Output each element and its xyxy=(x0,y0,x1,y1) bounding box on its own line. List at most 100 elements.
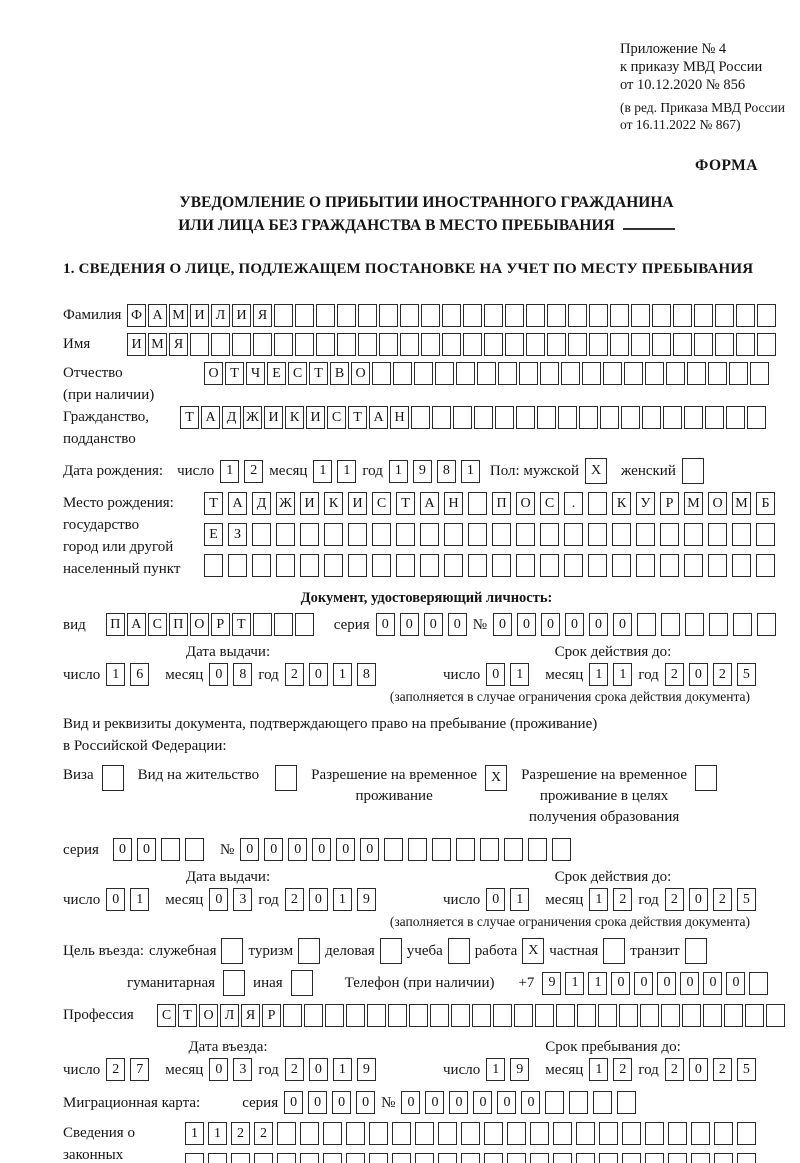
char-box[interactable]: 0 xyxy=(360,838,380,861)
char-box[interactable] xyxy=(600,406,619,429)
char-box[interactable]: Т xyxy=(225,362,244,385)
char-box[interactable]: А xyxy=(369,406,388,429)
char-box[interactable]: Ж xyxy=(276,492,295,515)
char-box[interactable]: О xyxy=(516,492,535,515)
char-box[interactable] xyxy=(323,1153,342,1163)
char-box[interactable]: Р xyxy=(210,613,230,636)
char-box[interactable] xyxy=(568,333,587,356)
char-box[interactable] xyxy=(484,1153,503,1163)
char-box[interactable]: 8 xyxy=(356,663,376,686)
char-box[interactable]: З xyxy=(228,523,247,546)
char-box[interactable] xyxy=(277,1122,296,1145)
char-box[interactable]: 1 xyxy=(388,459,408,483)
char-box[interactable] xyxy=(232,333,251,356)
char-box[interactable]: 0 xyxy=(240,838,260,861)
char-box[interactable]: М xyxy=(732,492,751,515)
char-box[interactable]: X xyxy=(522,938,545,964)
char-box[interactable]: 9 xyxy=(412,459,432,483)
char-box[interactable] xyxy=(477,362,496,385)
char-box[interactable] xyxy=(726,406,745,429)
char-box[interactable] xyxy=(553,1122,572,1145)
char-box[interactable] xyxy=(432,838,452,861)
char-box[interactable] xyxy=(624,362,643,385)
char-box[interactable]: 0 xyxy=(486,888,506,911)
char-box[interactable]: 0 xyxy=(312,838,332,861)
char-box[interactable] xyxy=(346,1122,365,1145)
char-box[interactable] xyxy=(691,1153,710,1163)
char-box[interactable]: О xyxy=(204,362,223,385)
char-box[interactable] xyxy=(421,333,440,356)
char-box[interactable]: А xyxy=(126,613,146,636)
char-box[interactable]: 1 xyxy=(613,663,633,686)
char-box[interactable]: 2 xyxy=(244,459,264,483)
char-box[interactable] xyxy=(673,304,692,327)
char-box[interactable] xyxy=(190,333,209,356)
char-box[interactable] xyxy=(456,362,475,385)
char-box[interactable] xyxy=(442,304,461,327)
char-box[interactable]: 0 xyxy=(565,613,584,636)
char-box[interactable] xyxy=(547,333,566,356)
char-box[interactable]: 0 xyxy=(486,663,506,686)
char-box[interactable] xyxy=(732,554,751,577)
char-box[interactable] xyxy=(231,1153,250,1163)
char-box[interactable] xyxy=(645,362,664,385)
char-box[interactable] xyxy=(714,1122,733,1145)
char-box[interactable] xyxy=(582,362,601,385)
char-box[interactable]: 2 xyxy=(664,888,684,911)
char-box[interactable]: С xyxy=(540,492,559,515)
char-box[interactable] xyxy=(564,523,583,546)
char-box[interactable] xyxy=(273,613,293,636)
char-box[interactable] xyxy=(750,362,769,385)
char-box[interactable]: И xyxy=(190,304,209,327)
char-box[interactable]: 0 xyxy=(136,838,156,861)
char-box[interactable] xyxy=(622,1153,641,1163)
char-box[interactable]: М xyxy=(169,304,188,327)
char-box[interactable] xyxy=(737,1153,756,1163)
char-box[interactable] xyxy=(660,554,679,577)
char-box[interactable]: 0 xyxy=(611,971,631,995)
char-box[interactable]: О xyxy=(199,1004,218,1027)
char-box[interactable] xyxy=(694,333,713,356)
char-box[interactable]: 9 xyxy=(356,888,376,911)
char-box[interactable] xyxy=(208,1153,227,1163)
char-box[interactable] xyxy=(295,333,314,356)
char-box[interactable]: А xyxy=(201,406,220,429)
char-box[interactable]: 5 xyxy=(736,888,756,911)
char-box[interactable]: 0 xyxy=(356,1091,376,1114)
char-box[interactable] xyxy=(495,406,514,429)
char-box[interactable] xyxy=(369,1122,388,1145)
char-box[interactable] xyxy=(430,1004,449,1027)
char-box[interactable] xyxy=(540,362,559,385)
char-box[interactable]: Ч xyxy=(246,362,265,385)
char-box[interactable]: Б xyxy=(756,492,775,515)
char-box[interactable]: 0 xyxy=(703,971,723,995)
char-box[interactable] xyxy=(652,333,671,356)
char-box[interactable]: Ф xyxy=(127,304,146,327)
char-box[interactable]: И xyxy=(232,304,251,327)
char-box[interactable] xyxy=(400,333,419,356)
char-box[interactable] xyxy=(668,1122,687,1145)
char-box[interactable] xyxy=(715,304,734,327)
char-box[interactable] xyxy=(558,406,577,429)
char-box[interactable] xyxy=(576,1153,595,1163)
char-box[interactable] xyxy=(411,406,430,429)
char-box[interactable] xyxy=(526,333,545,356)
char-box[interactable]: Т xyxy=(178,1004,197,1027)
char-box[interactable] xyxy=(274,304,293,327)
char-box[interactable] xyxy=(553,1153,572,1163)
char-box[interactable] xyxy=(346,1004,365,1027)
char-box[interactable] xyxy=(645,1153,664,1163)
char-box[interactable] xyxy=(588,554,607,577)
char-box[interactable] xyxy=(684,523,703,546)
char-box[interactable] xyxy=(468,492,487,515)
char-box[interactable]: 0 xyxy=(401,1091,421,1114)
char-box[interactable] xyxy=(204,554,223,577)
char-box[interactable] xyxy=(535,1004,554,1027)
char-box[interactable] xyxy=(337,304,356,327)
char-box[interactable]: 0 xyxy=(423,613,443,636)
char-box[interactable]: 0 xyxy=(688,888,708,911)
char-box[interactable] xyxy=(276,523,295,546)
char-box[interactable]: 0 xyxy=(106,888,126,911)
char-box[interactable] xyxy=(369,1153,388,1163)
char-box[interactable] xyxy=(283,1004,302,1027)
